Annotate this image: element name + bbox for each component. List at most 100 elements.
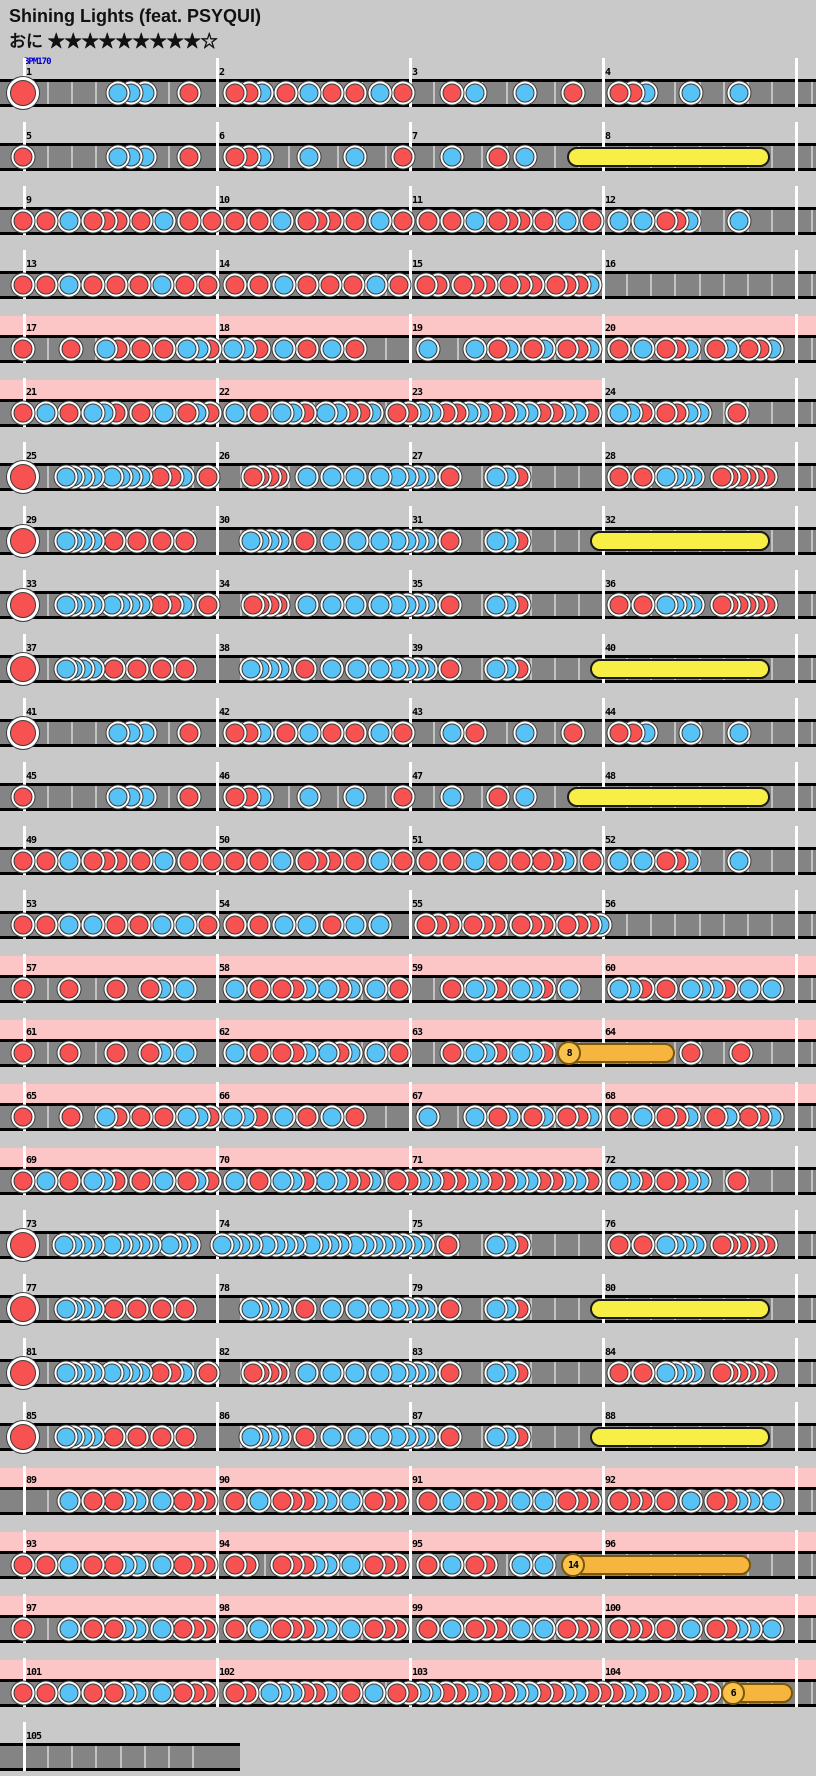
beat-tick [505,914,508,936]
chart-row: 49 50 51 52 [0,826,816,890]
measure-line [409,1210,412,1259]
measure-number: 43 [412,707,423,718]
beat-tick [811,530,813,552]
measure-number: 99 [412,1603,423,1614]
ka-note [272,1171,292,1191]
beat-tick [811,146,813,168]
big-don-note [10,656,36,682]
measure-line [409,954,412,1003]
beat-tick [698,914,701,936]
measure-line [216,186,219,235]
beat-tick [722,402,725,424]
ka-note [54,1235,73,1255]
measure-number: 27 [412,451,423,462]
ka-note [154,211,174,231]
don-note [393,723,413,743]
measure-number: 94 [219,1539,230,1550]
don-note [712,1363,732,1383]
measure-line [795,314,798,363]
ka-note [36,403,56,423]
don-note [154,1107,174,1127]
beat-tick [457,1234,460,1256]
beat-tick [553,82,556,104]
measure-number: 45 [26,771,37,782]
beat-tick [47,466,50,488]
don-note [465,1555,485,1575]
beat-tick [770,530,773,552]
ka-note [225,403,245,423]
measure-number: 46 [219,771,230,782]
ka-note [102,1363,122,1383]
don-note [249,979,268,999]
don-note [173,1619,193,1639]
chart-row: 57 58 59 60 [0,954,816,1018]
measure-number: 1 [26,67,32,78]
don-note [609,1491,629,1511]
don-note [633,595,652,615]
measure-number: 5 [26,131,32,142]
beat-tick [811,1554,813,1576]
don-note [13,1619,33,1639]
ka-note [442,787,461,807]
measure-number: 17 [26,323,37,334]
measure-line [216,506,219,555]
measure-number: 7 [412,131,418,142]
don-note [609,595,629,615]
don-note [345,339,365,359]
measure-line [795,890,798,939]
don-note [225,915,245,935]
measure-line [216,826,219,875]
beat-tick [811,1234,813,1256]
ka-note [274,275,294,295]
don-note [465,1491,485,1511]
measure-number: 69 [26,1155,37,1166]
measure-number: 93 [26,1539,37,1550]
ka-note [154,1171,174,1191]
ka-note [370,723,390,743]
beat-tick [47,530,50,552]
ka-note [656,1235,676,1255]
beat-tick [95,82,98,104]
don-note [150,595,170,615]
beat-tick [384,1170,387,1192]
ka-note [486,659,506,679]
don-note [36,1683,56,1703]
don-note [198,915,218,935]
ka-note [511,1619,531,1639]
beat-tick [119,1746,122,1768]
measure-line [23,1146,26,1195]
don-note [243,1363,263,1383]
don-note [609,1107,629,1127]
measure-number: 55 [412,899,423,910]
gogo-band [0,1020,816,1039]
beat-tick [529,1554,532,1576]
measure-line [602,314,605,363]
ka-note [442,147,461,167]
don-note [656,1107,676,1127]
measure-line [409,1274,412,1323]
chart-row: 25 26 27 28 [0,442,816,506]
measure-line [795,762,798,811]
don-note [175,275,195,295]
beat-tick [553,1426,556,1448]
beat-tick [698,1106,701,1128]
don-note [131,403,151,423]
beat-tick [71,82,74,104]
beat-tick [167,82,170,104]
don-note [463,915,483,935]
don-note [563,723,583,743]
measure-number: 48 [605,771,616,782]
beat-tick [47,1426,50,1448]
chart-row: 13 14 15 16 [0,250,816,314]
ka-note [370,531,390,551]
measure-line [795,250,798,299]
ka-note [465,1043,485,1063]
don-note [175,531,195,551]
measure-number: 79 [412,1283,423,1294]
ka-note [274,339,294,359]
beat-tick [811,82,813,104]
don-note [59,1043,79,1063]
ka-note [341,1619,361,1639]
beat-tick [336,1682,339,1704]
ka-note [322,531,342,551]
